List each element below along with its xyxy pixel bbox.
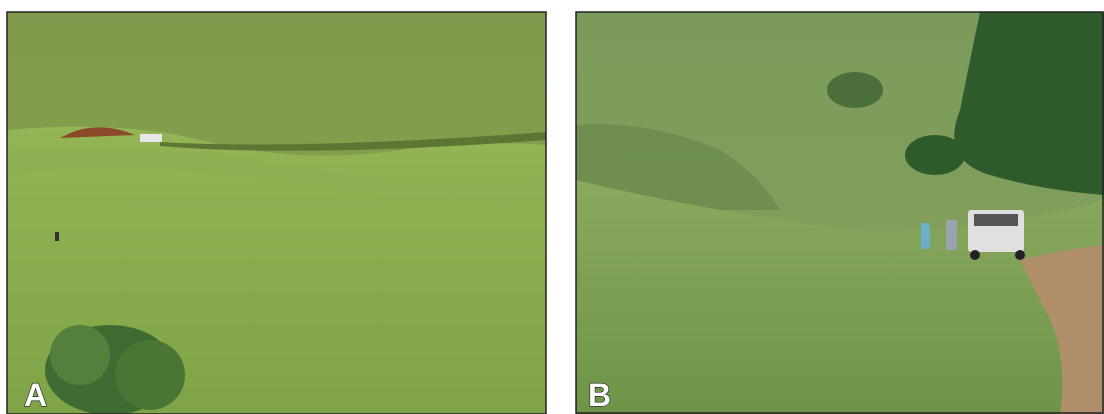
- panel-label: A: [24, 377, 47, 413]
- photo-b: [576, 12, 1104, 414]
- panel-label: B: [588, 377, 611, 413]
- figure: A B: [0, 0, 1104, 414]
- photo-a: [7, 12, 546, 414]
- page: A B (() => { const data = JSON.parse(doc…: [0, 0, 1104, 414]
